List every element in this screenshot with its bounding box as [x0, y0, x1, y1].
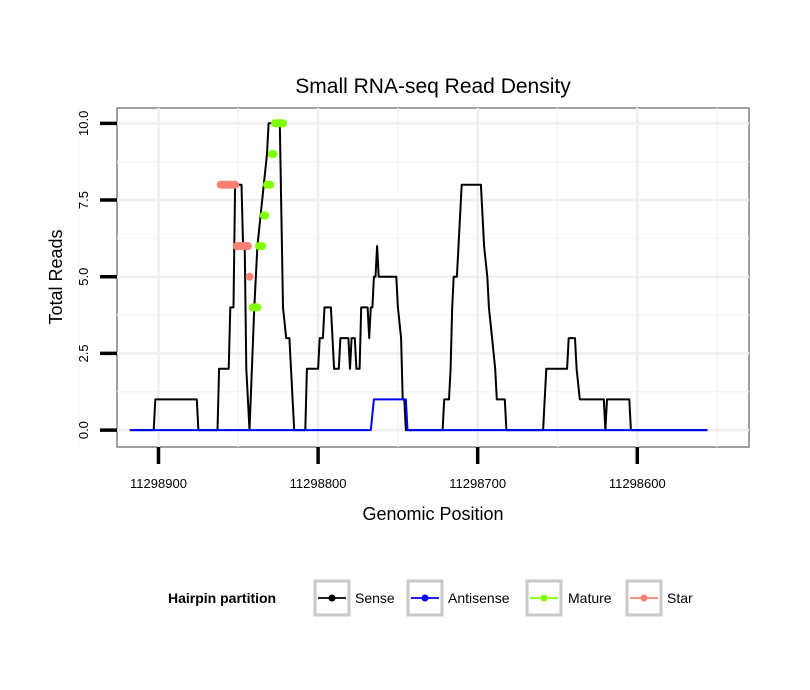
legend-label-antisense: Antisense	[448, 590, 510, 606]
y-tick-label: 2.5	[76, 344, 91, 362]
series-layer	[129, 119, 708, 432]
legend-item-mature: Mature	[525, 579, 612, 617]
y-tick-label: 5.0	[76, 268, 91, 286]
axes: 11298900 11298800 11298700 11298600 0.0 2.5 5.…	[76, 111, 666, 491]
legend-item-antisense: Antisense	[406, 579, 510, 617]
legend-label-sense: Sense	[355, 590, 395, 606]
mature-point	[258, 242, 267, 251]
legend: Hairpin partition Sense Antisense Mature St…	[168, 579, 693, 617]
legend-title: Hairpin partition	[168, 590, 276, 606]
y-tick-label: 7.5	[76, 191, 91, 209]
chart-title: Small RNA-seq Read Density	[295, 75, 571, 98]
legend-item-sense: Sense	[313, 579, 395, 617]
x-axis-label: Genomic Position	[362, 504, 503, 524]
y-axis-label: Total Reads	[46, 229, 66, 324]
star-point	[245, 272, 254, 281]
legend-dot-mature	[540, 594, 548, 602]
legend-dot-star	[640, 594, 648, 602]
antisense-line	[129, 398, 708, 432]
legend-dot-antisense	[421, 594, 429, 602]
x-tick-label: 11298800	[290, 476, 347, 491]
x-tick-label: 11298600	[609, 476, 666, 491]
mature-point	[261, 211, 270, 220]
mature-point	[279, 119, 287, 128]
legend-label-star: Star	[667, 590, 693, 606]
legend-label-mature: Mature	[568, 590, 612, 606]
legend-item-star: Star	[625, 579, 693, 617]
sense-line	[129, 122, 708, 432]
y-tick-label: 10.0	[76, 111, 91, 136]
star-point	[231, 180, 240, 189]
mature-point	[266, 180, 275, 189]
y-tick-label: 0.0	[76, 421, 91, 439]
star-point	[243, 242, 252, 251]
x-tick-label: 11298700	[449, 476, 506, 491]
x-tick-label: 11298900	[130, 476, 187, 491]
mature-point	[253, 303, 262, 312]
mature-point	[269, 150, 278, 158]
legend-dot-sense	[328, 594, 336, 602]
